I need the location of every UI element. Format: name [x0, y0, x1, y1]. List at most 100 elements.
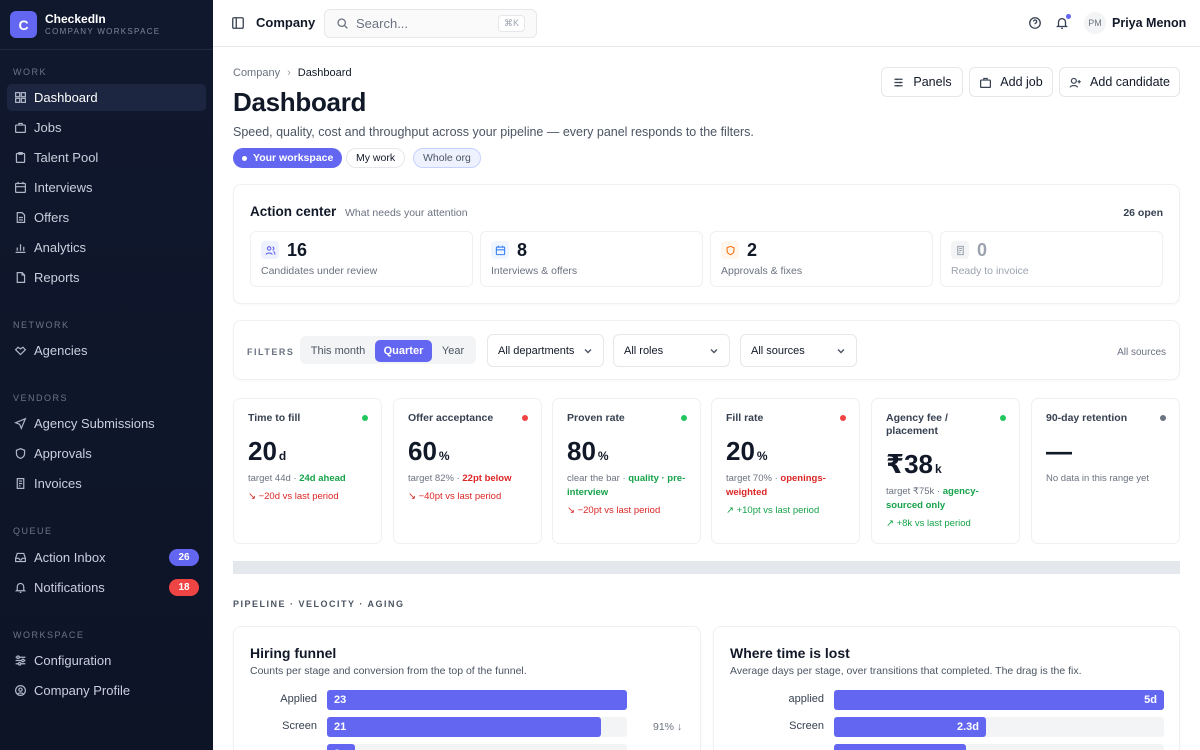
chart-title: Hiring funnel [250, 645, 337, 661]
inbox-icon [13, 551, 27, 565]
main-content: Company › Dashboard Dashboard Speed, qua… [213, 47, 1200, 750]
bar[interactable]: 21 [327, 717, 601, 737]
kpi-card-retention[interactable]: 90-day retention — No data in this range… [1031, 398, 1180, 544]
file-icon [13, 271, 27, 285]
bell-icon [13, 581, 27, 595]
scope-your-workspace[interactable]: Your workspace [233, 148, 343, 168]
bar[interactable] [834, 744, 966, 750]
sidebar-item-invoices[interactable]: Invoices [7, 470, 206, 497]
chart-subtitle: Average days per stage, over transitions… [730, 665, 1082, 677]
action-tile-candidates[interactable]: 16 Candidates under review [250, 231, 473, 287]
sidebar-item-company-profile[interactable]: Company Profile [7, 677, 206, 704]
sidebar-item-reports[interactable]: Reports [7, 264, 206, 291]
kpi-value: ₹38 k [886, 449, 942, 479]
sidebar-item-offers[interactable]: Offers [7, 204, 206, 231]
period-quarter[interactable]: Quarter [375, 340, 432, 362]
section-label-network: NETWORK [13, 320, 70, 330]
scope-my-work[interactable]: My work [346, 148, 406, 168]
action-count: 2 [747, 240, 758, 260]
sidebar-item-action-inbox[interactable]: Action Inbox 26 [7, 544, 206, 571]
kpi-label: 90-day retention [1046, 412, 1128, 424]
bar[interactable]: 5d [834, 690, 1164, 710]
add-candidate-label: Add candidate [1090, 75, 1170, 89]
breadcrumb-dashboard: Dashboard [297, 67, 352, 79]
search-input[interactable] [356, 16, 496, 31]
handshake-icon [13, 344, 27, 358]
brand[interactable]: C CheckedIn COMPANY WORKSPACE [0, 0, 213, 50]
bar-track [327, 744, 627, 750]
kpi-card-agency-fee[interactable]: Agency fee / placement ₹38 k target ₹75k … [871, 398, 1020, 544]
action-tile-approvals[interactable]: 2 Approvals & fixes [710, 231, 933, 287]
chevron-right-icon: › [287, 67, 291, 79]
briefcase-icon [980, 77, 992, 88]
sidebar-item-label: Dashboard [34, 90, 98, 105]
sidebar-item-agencies[interactable]: Agencies [7, 337, 206, 364]
notifications-bell-icon[interactable] [1055, 16, 1069, 30]
sidebar-item-dashboard[interactable]: Dashboard [7, 84, 206, 111]
open-count: 26 open [1123, 207, 1163, 219]
period-year[interactable]: Year [441, 345, 465, 357]
kpi-value: 20 d [248, 436, 287, 466]
sidebar-item-label: Offers [34, 210, 70, 225]
sidebar-item-talent-pool[interactable]: Talent Pool [7, 144, 206, 171]
action-tile-interviews[interactable]: 8 Interviews & offers [480, 231, 703, 287]
kpi-card-time-to-fill[interactable]: Time to fill 20 d target 44d · 24d ahead … [233, 398, 382, 544]
scope-whole-org[interactable]: Whole org [413, 148, 481, 168]
briefcase-icon [13, 121, 27, 135]
sidebar-item-analytics[interactable]: Analytics [7, 234, 206, 261]
sidebar-toggle-icon[interactable] [231, 16, 245, 30]
bar[interactable]: 2 [327, 744, 355, 750]
sidebar-item-interviews[interactable]: Interviews [7, 174, 206, 201]
department-select[interactable]: All departments [487, 334, 604, 367]
help-icon[interactable] [1028, 16, 1042, 30]
action-count: 0 [977, 240, 988, 260]
avatar[interactable]: PM [1084, 12, 1106, 34]
add-job-label: Add job [1000, 75, 1043, 89]
add-candidate-button[interactable]: Add candidate [1059, 67, 1180, 97]
breadcrumb-company[interactable]: Company [233, 67, 281, 79]
source-select[interactable]: All sources [740, 334, 857, 367]
kpi-delta: ↗ +8k vs last period [886, 518, 971, 529]
sidebar-item-label: Configuration [34, 653, 112, 668]
sidebar-item-jobs[interactable]: Jobs [7, 114, 206, 141]
page-title: Dashboard [233, 87, 367, 117]
kpi-target: target 82% · 22pt below [408, 473, 512, 484]
calendar-icon [13, 181, 27, 195]
bar-category-label: Screen [282, 720, 317, 732]
shield-icon [721, 241, 739, 259]
bar-category-label: Screen [789, 720, 824, 732]
add-job-button[interactable]: Add job [969, 67, 1053, 97]
chart-title: Where time is lost [730, 645, 850, 661]
sidebar-item-notifications[interactable]: Notifications 18 [7, 574, 206, 601]
kpi-value: — [1046, 436, 1072, 466]
chevron-down-icon [710, 349, 718, 354]
status-dot [840, 415, 846, 421]
action-count: 8 [517, 240, 528, 260]
kpi-target: target 70% · openings-weighted [726, 473, 826, 498]
kpi-label: Fill rate [726, 412, 764, 424]
hiring-funnel-card: Hiring funnel Counts per stage and conve… [233, 626, 701, 750]
action-center-title: Action center [250, 204, 337, 219]
role-select-value: All roles [624, 344, 664, 357]
action-label: Candidates under review [261, 265, 378, 277]
sliders-icon [894, 77, 903, 87]
panels-button[interactable]: Panels [881, 67, 963, 97]
role-select[interactable]: All roles [613, 334, 730, 367]
kpi-delta: ↘ −20pt vs last period [567, 505, 661, 516]
sidebar-item-label: Agencies [34, 343, 88, 358]
clipboard-icon [13, 151, 27, 165]
user-name[interactable]: Priya Menon [1112, 16, 1187, 30]
sidebar-item-configuration[interactable]: Configuration [7, 647, 206, 674]
period-this-month[interactable]: This month [310, 345, 366, 357]
kpi-card-proven-rate[interactable]: Proven rate 80% clear the bar · quality … [552, 398, 701, 544]
kpi-card-fill-rate[interactable]: Fill rate 20% target 70% · openings-weig… [711, 398, 860, 544]
sidebar-item-agency-submissions[interactable]: Agency Submissions [7, 410, 206, 437]
kpi-card-offer-acceptance[interactable]: Offer acceptance 60% target 82% · 22pt b… [393, 398, 542, 544]
sidebar-item-label: Agency Submissions [34, 416, 155, 431]
search-box[interactable]: ⌘K [324, 9, 537, 38]
kpi-label: Agency fee / placement [886, 412, 948, 437]
sidebar-item-approvals[interactable]: Approvals [7, 440, 206, 467]
action-tile-invoice[interactable]: 0 Ready to invoice [940, 231, 1163, 287]
bar[interactable]: 23 [327, 690, 627, 710]
bar[interactable]: 2.3d [834, 717, 986, 737]
